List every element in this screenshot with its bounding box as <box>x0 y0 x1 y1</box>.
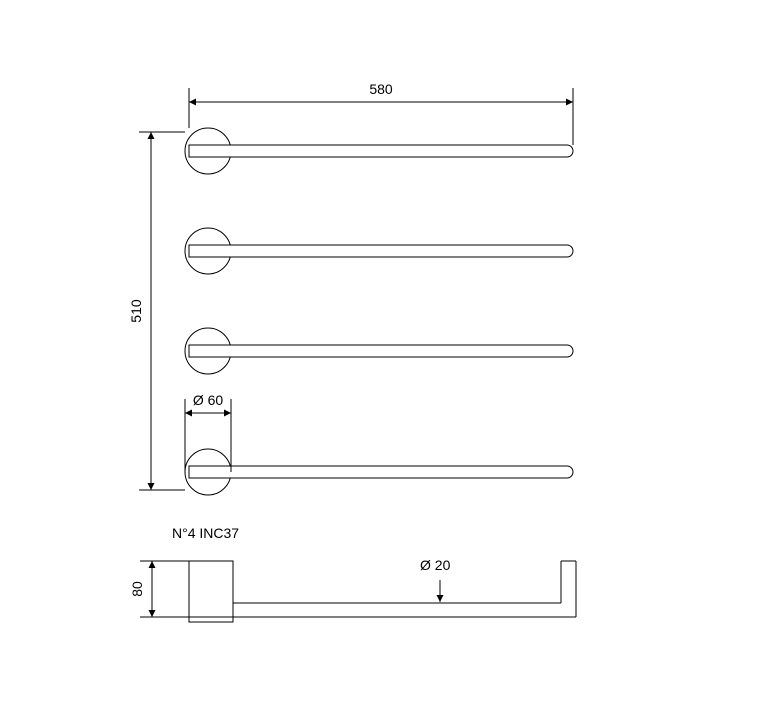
callout-label: N°4 INC37 <box>172 525 239 541</box>
towel-bar <box>189 345 573 357</box>
dim-height-label: 510 <box>128 299 144 323</box>
dim-dia20-label: Ø 20 <box>420 557 451 573</box>
towel-bar <box>189 145 573 157</box>
dim-width-label: 580 <box>369 81 393 97</box>
technical-drawing: 580 510 Ø 60 N°4 INC37 80 Ø 20 <box>0 0 779 719</box>
dim-dia60-label: Ø 60 <box>193 392 224 408</box>
dim-80-label: 80 <box>129 581 145 597</box>
side-mount-box <box>189 561 233 622</box>
towel-bar <box>189 466 573 478</box>
towel-bar <box>189 245 573 257</box>
